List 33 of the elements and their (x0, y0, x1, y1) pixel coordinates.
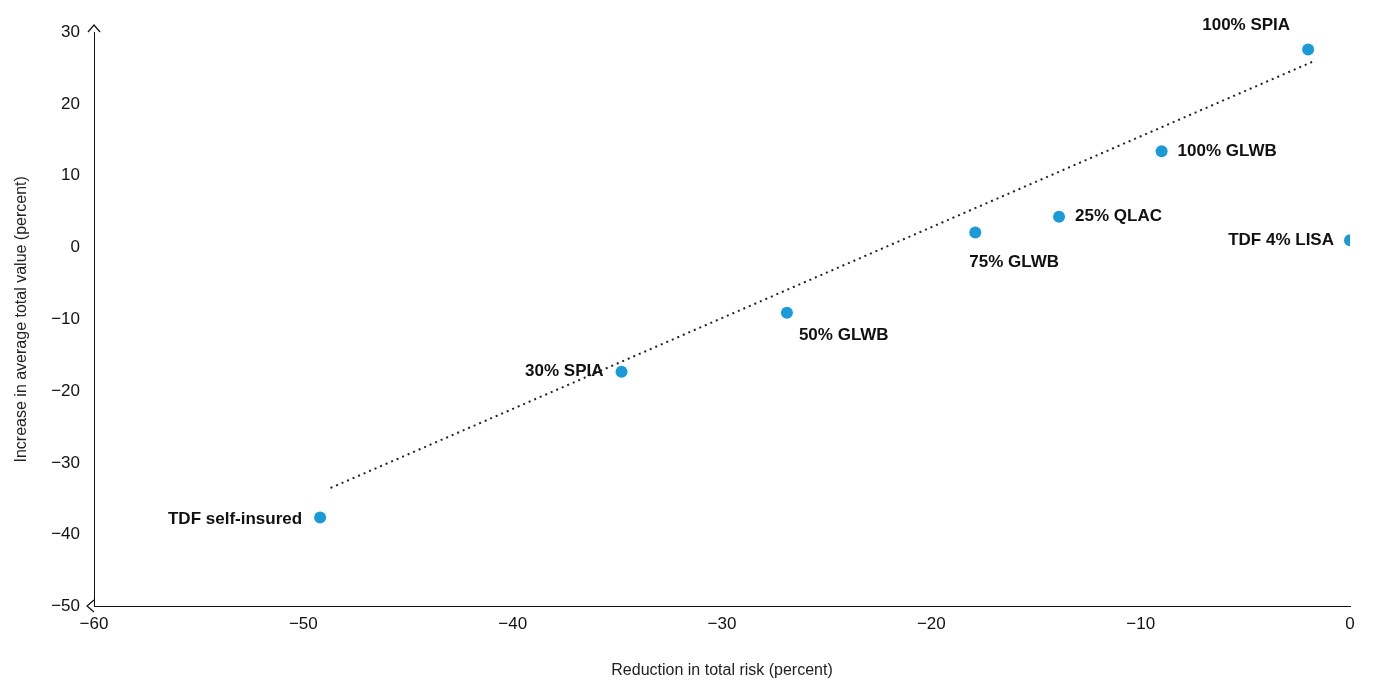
y-axis-title: Increase in average total value (percent) (12, 176, 30, 463)
annotation: TDF 4% LISA (1228, 230, 1334, 250)
annotation: 50% GLWB (798, 324, 889, 344)
y-tick-label: −30 (51, 452, 81, 472)
x-tick-label: −50 (288, 614, 318, 634)
y-tick-label: 0 (70, 237, 81, 257)
point (969, 226, 982, 239)
y-tick-label: −10 (51, 308, 81, 328)
x-axis-title: Reduction in total risk (percent) (611, 660, 833, 678)
x-tick-label: −60 (79, 614, 109, 634)
x-tick-label: −40 (498, 614, 528, 634)
x-tick-label: −30 (707, 614, 737, 634)
y-tick-label: 10 (61, 165, 81, 185)
y-tick-label: −40 (51, 524, 81, 544)
y-tick-label: 20 (61, 93, 81, 113)
annotation: 100% SPIA (1202, 15, 1291, 35)
point (314, 511, 327, 524)
point (780, 306, 793, 319)
x-tick-label: −10 (1126, 614, 1156, 634)
y-tick-label: 30 (61, 21, 81, 41)
point (1155, 145, 1168, 158)
y-tick-label: −50 (51, 596, 81, 616)
x-tick-label: −20 (916, 614, 946, 634)
point (1302, 43, 1315, 56)
annotation: 25% QLAC (1075, 206, 1162, 226)
point (1053, 210, 1066, 223)
point (615, 365, 628, 378)
annotation: 30% SPIA (525, 361, 604, 381)
y-tick-label: −20 (51, 380, 81, 400)
annotation: 75% GLWB (969, 252, 1060, 272)
annotation: TDF self-insured (167, 509, 303, 529)
annotation: 100% GLWB (1177, 141, 1277, 161)
x-tick-label: 0 (1345, 614, 1355, 634)
